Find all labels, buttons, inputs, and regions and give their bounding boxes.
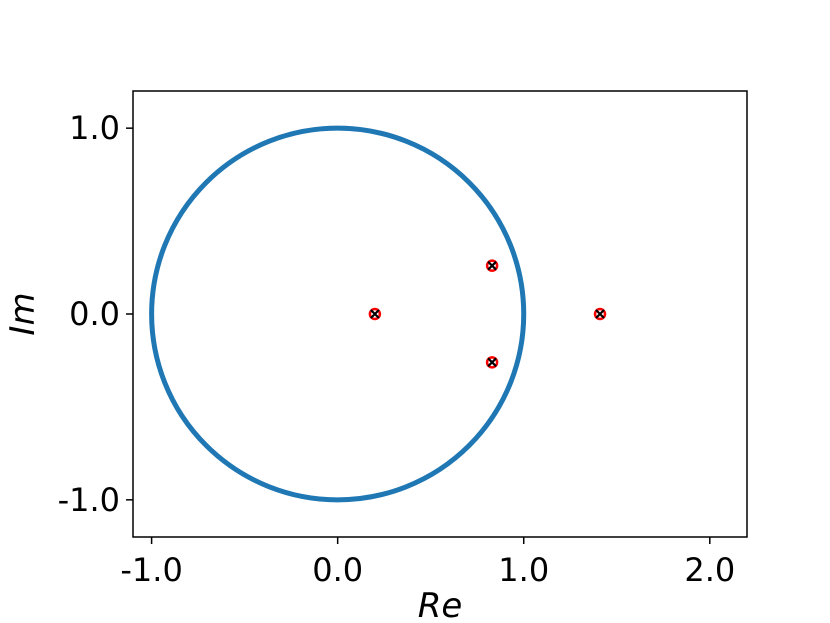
x-tick-label: -1.0 [120, 551, 182, 589]
unit-circle-layer [149, 125, 527, 503]
zero-marker [485, 356, 499, 369]
points-layer [368, 259, 607, 369]
zero-marker [368, 307, 382, 321]
pole-zero-point [485, 259, 499, 272]
x-axis-ticks: -1.0 0.0 1.0 2.0 [120, 537, 735, 589]
y-tick-label: -1.0 [58, 481, 120, 519]
x-axis-label: Re [418, 586, 463, 623]
x-tick-label: 1.0 [498, 551, 549, 589]
y-tick-label: 0.0 [69, 295, 120, 333]
pole-marker [370, 309, 380, 319]
pole-zero-point [368, 307, 382, 321]
y-axis-ticks: 1.0 0.0 -1.0 [58, 109, 133, 519]
pole-zero-point [593, 307, 607, 321]
pole-marker [487, 260, 497, 271]
unit-circle [149, 125, 527, 503]
x-tick-label: 2.0 [684, 551, 735, 589]
y-tick-label: 1.0 [69, 109, 120, 147]
zero-marker [593, 307, 607, 321]
pole-marker [487, 357, 497, 368]
x-tick-label: 0.0 [312, 551, 363, 589]
zero-marker [485, 259, 499, 272]
y-axis-label: Im [3, 292, 43, 335]
pole-marker [595, 309, 605, 319]
plot-area [133, 91, 747, 537]
pole-zero-point [485, 356, 499, 369]
